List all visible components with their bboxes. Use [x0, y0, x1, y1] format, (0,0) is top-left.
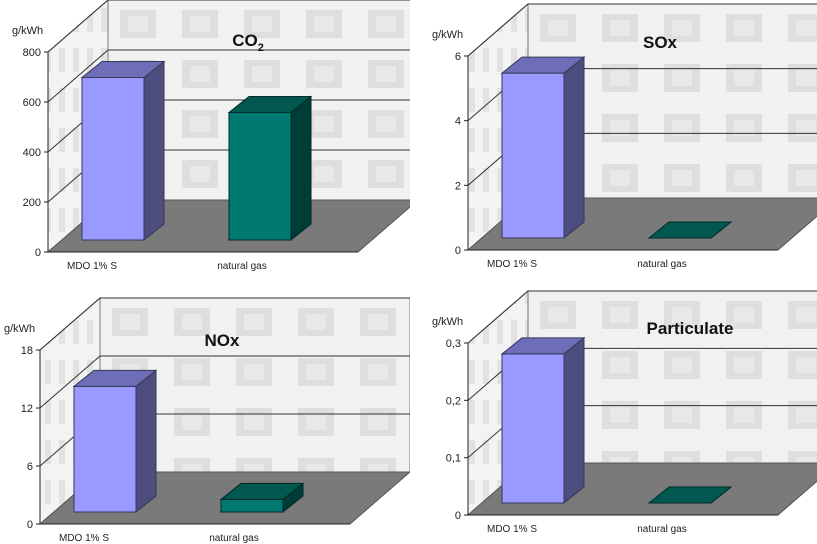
chart-title: NOx — [205, 331, 241, 350]
category-label: MDO 1% S — [487, 259, 537, 270]
y-tick-label: 200 — [23, 197, 41, 209]
category-label: natural gas — [209, 533, 258, 544]
y-tick-label: 0 — [455, 510, 461, 522]
y-tick-label: 6 — [455, 51, 461, 63]
y-tick-label: 4 — [455, 116, 461, 128]
bar-mdo-1-s — [500, 336, 586, 505]
bar-natural-gas — [647, 486, 733, 504]
y-tick-label: 0 — [27, 519, 33, 531]
chart-title: Particulate — [647, 319, 734, 338]
y-tick-label: 0 — [455, 245, 461, 257]
category-label: MDO 1% S — [487, 524, 537, 535]
y-unit-label: g/kWh — [432, 29, 463, 41]
chart-title: SOx — [643, 33, 678, 52]
bar-mdo-1-s — [80, 60, 166, 242]
chart-title-subscript: 2 — [258, 42, 264, 54]
bar-natural-gas — [647, 221, 733, 239]
y-tick-label: 800 — [23, 47, 41, 59]
y-tick-label: 400 — [23, 147, 41, 159]
chart-title-text: CO — [232, 31, 258, 50]
y-unit-label: g/kWh — [12, 25, 43, 37]
category-label: MDO 1% S — [67, 261, 117, 272]
chart-title-text: SOx — [643, 33, 678, 52]
sox-chart: 0 2 4 6 g/kWh SOx MDO 1% S natural gas — [432, 2, 817, 270]
chart-title: CO2 — [232, 31, 264, 54]
nox-chart: 0 6 12 18 g/kWh NOx MDO 1% S natural gas — [4, 296, 410, 544]
gridline — [39, 355, 410, 409]
y-unit-label: g/kWh — [4, 323, 35, 335]
bar-mdo-1-s — [72, 369, 158, 514]
chart-title-text: NOx — [205, 331, 241, 350]
category-label: MDO 1% S — [59, 533, 109, 544]
co2-chart: 0 200 400 600 800 g/kWh CO2 MDO 1% S natural gas — [12, 0, 410, 272]
gridline — [47, 0, 410, 53]
y-tick-label: 0,2 — [446, 395, 461, 407]
chart-title-text: Particulate — [647, 319, 734, 338]
y-tick-label: 6 — [27, 461, 33, 473]
gridline — [467, 290, 817, 344]
y-tick-label: 18 — [21, 345, 33, 357]
y-tick-label: 0,1 — [446, 453, 461, 465]
y-tick-label: 600 — [23, 97, 41, 109]
y-unit-label: g/kWh — [432, 316, 463, 328]
gridline — [39, 297, 410, 351]
category-label: natural gas — [217, 261, 266, 272]
bar-natural-gas — [219, 482, 305, 514]
particulate-chart: 0 0,1 0,2 0,3 g/kWh Particulate MDO 1% S natura… — [432, 289, 817, 535]
gridline — [467, 3, 817, 57]
y-tick-label: 0 — [35, 247, 41, 259]
y-tick-label: 0,3 — [446, 338, 461, 350]
y-tick-label: 12 — [21, 403, 33, 415]
y-tick-label: 2 — [455, 180, 461, 192]
category-label: natural gas — [637, 524, 686, 535]
bar-natural-gas — [227, 95, 313, 242]
bar-mdo-1-s — [500, 56, 586, 240]
category-label: natural gas — [637, 259, 686, 270]
gridline — [47, 49, 410, 103]
